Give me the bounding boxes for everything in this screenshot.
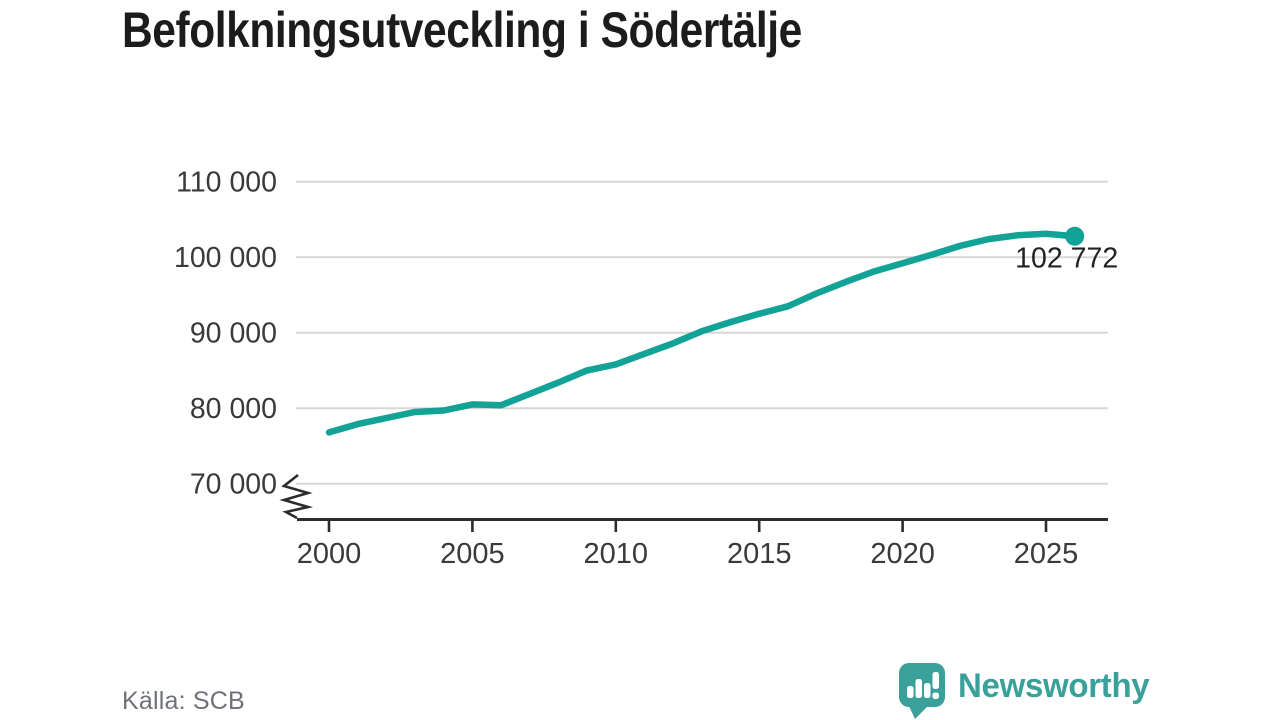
- newsworthy-wordmark: Newsworthy: [958, 667, 1150, 705]
- axis-break-icon: [279, 473, 314, 520]
- latest-value-label: 102 772: [1015, 242, 1118, 274]
- newsworthy-logo: Newsworthy: [898, 662, 1155, 720]
- logo-bar-medium: [924, 683, 931, 698]
- chart-title: Befolkningsutveckling i Södertälje: [122, 2, 802, 58]
- x-tick-label: 2025: [1014, 538, 1079, 570]
- logo-bubble-tail: [908, 704, 930, 719]
- y-tick-label: 100 000: [174, 242, 277, 274]
- x-tick-label: 2005: [440, 538, 505, 570]
- y-tick-label: 80 000: [190, 393, 277, 425]
- source-label: Källa: SCB: [122, 687, 245, 715]
- x-tick-label: 2015: [727, 538, 792, 570]
- y-tick-label: 90 000: [190, 318, 277, 350]
- x-tick-label: 2020: [870, 538, 935, 570]
- x-tick-label: 2010: [584, 538, 649, 570]
- newsworthy-icon: [899, 663, 945, 719]
- logo-bar-small: [907, 686, 914, 698]
- latest-value-dot: [1065, 226, 1085, 246]
- logo-exclamation-dot: [932, 692, 939, 699]
- logo-exclamation-bar: [932, 672, 939, 689]
- population-line: [325, 230, 1078, 436]
- logo-bar-tall: [915, 679, 922, 698]
- x-tick-label: 2000: [297, 538, 362, 570]
- y-tick-label: 70 000: [190, 469, 277, 501]
- y-tick-label: 110 000: [176, 167, 277, 199]
